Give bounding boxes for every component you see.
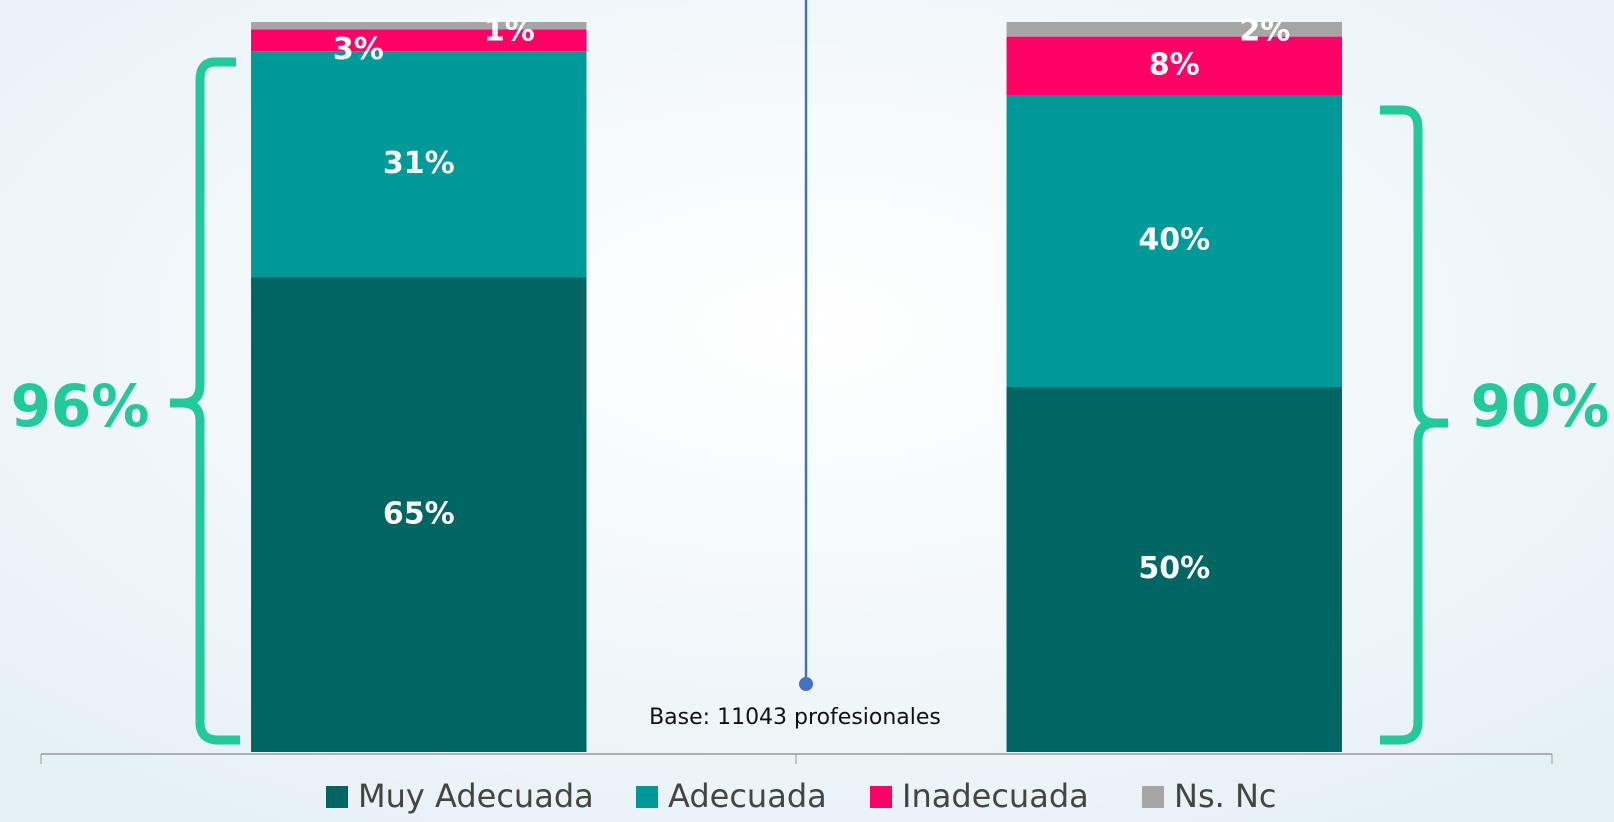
legend-swatch [1142, 786, 1164, 808]
total-annotation: 90% [1471, 372, 1610, 440]
bar-segment [1006, 36, 1342, 95]
bar-segment [251, 277, 587, 752]
bracket [170, 57, 240, 745]
data-label: 31% [383, 146, 455, 181]
data-label: 50% [1138, 551, 1210, 586]
bar-segment [1006, 95, 1342, 387]
bar-segment [251, 29, 587, 52]
bar-segment [1006, 387, 1342, 752]
total-annotation: 96% [11, 372, 150, 440]
data-label: 8% [1149, 47, 1200, 82]
base-note: Base: 11043 profesionales [649, 705, 941, 730]
bar-segment [251, 22, 587, 30]
legend-label: Ns. Nc [1174, 777, 1276, 815]
bar-segment [251, 51, 587, 278]
data-label: 65% [383, 496, 455, 531]
divider-dot [799, 677, 813, 691]
legend-label: Adecuada [668, 777, 827, 815]
data-label: 40% [1138, 223, 1210, 258]
legend-label: Muy Adecuada [358, 777, 594, 815]
data-label: 2% [1239, 14, 1290, 49]
data-label: 1% [484, 14, 535, 49]
legend-swatch [326, 786, 348, 808]
bar-segment [1006, 22, 1342, 37]
legend-swatch [636, 786, 658, 808]
data-label: 3% [333, 32, 384, 67]
bracket [1380, 105, 1448, 745]
legend-swatch [870, 786, 892, 808]
legend-label: Inadecuada [902, 777, 1089, 815]
